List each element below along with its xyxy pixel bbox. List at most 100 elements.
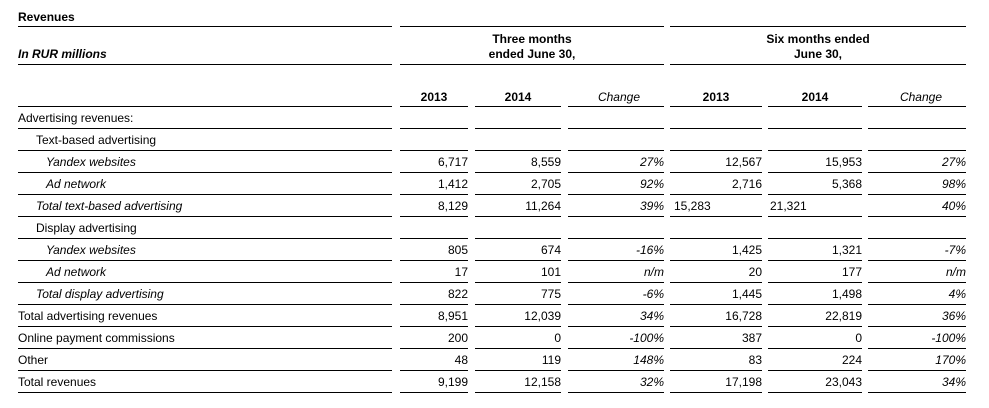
- column-header: 2013: [702, 90, 730, 104]
- table-title: Revenues: [18, 10, 75, 24]
- group-header-three-months-line1: Three months: [492, 32, 572, 46]
- table-cell: 48: [454, 353, 468, 367]
- table-cell: 9,199: [437, 375, 468, 389]
- cell-rule: [768, 392, 862, 393]
- row-rule: [18, 348, 392, 349]
- table-cell: 32%: [639, 375, 664, 389]
- cell-rule: [768, 216, 862, 217]
- cell-rule: [670, 216, 762, 217]
- row-rule: [18, 238, 392, 239]
- cell-rule: [400, 370, 468, 371]
- table-cell: [475, 110, 561, 126]
- cell-rule: [400, 304, 468, 305]
- group-header-six-months-line2: June 30,: [793, 47, 843, 61]
- table-cell: [400, 132, 468, 148]
- unit-label: In RUR millions: [18, 47, 107, 61]
- table-cell: 15,953: [825, 155, 862, 169]
- group-header-six-months-line1: Six months ended: [766, 32, 870, 46]
- row-rule: [18, 216, 392, 217]
- table-cell: 8,951: [437, 309, 468, 323]
- table-cell: 805: [447, 243, 468, 257]
- table-cell: 34%: [941, 375, 966, 389]
- table-cell: 6,717: [437, 155, 468, 169]
- group-header-three-months-line2: ended June 30,: [488, 47, 576, 61]
- table-cell: -100%: [931, 331, 966, 345]
- table-cell: 224: [841, 353, 862, 367]
- table-cell: 2,716: [731, 177, 762, 191]
- row-label: Total display advertising: [36, 287, 164, 301]
- table-cell: [670, 220, 762, 236]
- cell-rule: [568, 216, 664, 217]
- column-header: 2014: [801, 90, 829, 104]
- row-rule: [18, 304, 392, 305]
- table-cell: 22,819: [825, 309, 862, 323]
- row-label: Ad network: [46, 177, 107, 191]
- cell-rule: [768, 238, 862, 239]
- cell-rule: [670, 260, 762, 261]
- table-cell: [568, 220, 664, 236]
- cell-rule: [670, 348, 762, 349]
- cell-rule: [400, 392, 468, 393]
- table-cell: [768, 132, 862, 148]
- cell-rule: [568, 150, 664, 151]
- row-label: Total advertising revenues: [18, 309, 158, 323]
- cell-rule: [400, 194, 468, 195]
- cell-rule: [868, 172, 966, 173]
- table-cell: [868, 110, 966, 126]
- table-cell: 17: [454, 265, 468, 279]
- row-label: Total text-based advertising: [36, 199, 183, 213]
- table-cell: 21,321: [770, 199, 807, 213]
- table-cell: 775: [540, 287, 561, 301]
- cell-rule: [475, 128, 561, 129]
- table-cell: 98%: [941, 177, 966, 191]
- table-cell: -100%: [629, 331, 664, 345]
- table-cell: 12,567: [725, 155, 762, 169]
- cell-rule: [768, 370, 862, 371]
- cell-rule: [475, 326, 561, 327]
- column-header: Change: [899, 90, 942, 104]
- table-cell: 12,158: [524, 375, 561, 389]
- column-header: 2014: [504, 90, 532, 104]
- table-cell: [475, 220, 561, 236]
- table-cell: 36%: [941, 309, 966, 323]
- cell-rule: [768, 128, 862, 129]
- table-cell: 17,198: [725, 375, 762, 389]
- table-cell: [400, 220, 468, 236]
- table-cell: 119: [541, 353, 561, 367]
- cell-rule: [475, 172, 561, 173]
- cell-rule: [768, 304, 862, 305]
- label-header-rule: [18, 106, 392, 107]
- row-rule: [18, 128, 392, 129]
- table-cell: -16%: [635, 243, 664, 257]
- cell-rule: [475, 304, 561, 305]
- cell-rule: [670, 238, 762, 239]
- table-cell: 4%: [948, 287, 966, 301]
- table-cell: [568, 132, 664, 148]
- cell-rule: [475, 216, 561, 217]
- cell-rule: [868, 282, 966, 283]
- cell-rule: [475, 370, 561, 371]
- cell-rule: [400, 128, 468, 129]
- cell-rule: [868, 238, 966, 239]
- cell-rule: [868, 150, 966, 151]
- cell-rule: [568, 194, 664, 195]
- table-cell: 0: [554, 331, 561, 345]
- cell-rule: [768, 282, 862, 283]
- row-rule: [18, 370, 392, 371]
- cell-rule: [400, 326, 468, 327]
- row-rule: [18, 260, 392, 261]
- cell-rule: [868, 304, 966, 305]
- table-cell: 12,039: [524, 309, 561, 323]
- row-rule: [18, 392, 392, 393]
- row-label: Ad network: [46, 265, 107, 279]
- table-cell: 39%: [639, 199, 664, 213]
- table-cell: [768, 110, 862, 126]
- cell-rule: [768, 150, 862, 151]
- cell-rule: [768, 260, 862, 261]
- row-label: Display advertising: [36, 221, 137, 235]
- group-rule-three-months: [400, 26, 664, 27]
- table-cell: 16,728: [725, 309, 762, 323]
- cell-rule: [400, 150, 468, 151]
- table-cell: [475, 132, 561, 148]
- table-cell: -7%: [944, 243, 966, 257]
